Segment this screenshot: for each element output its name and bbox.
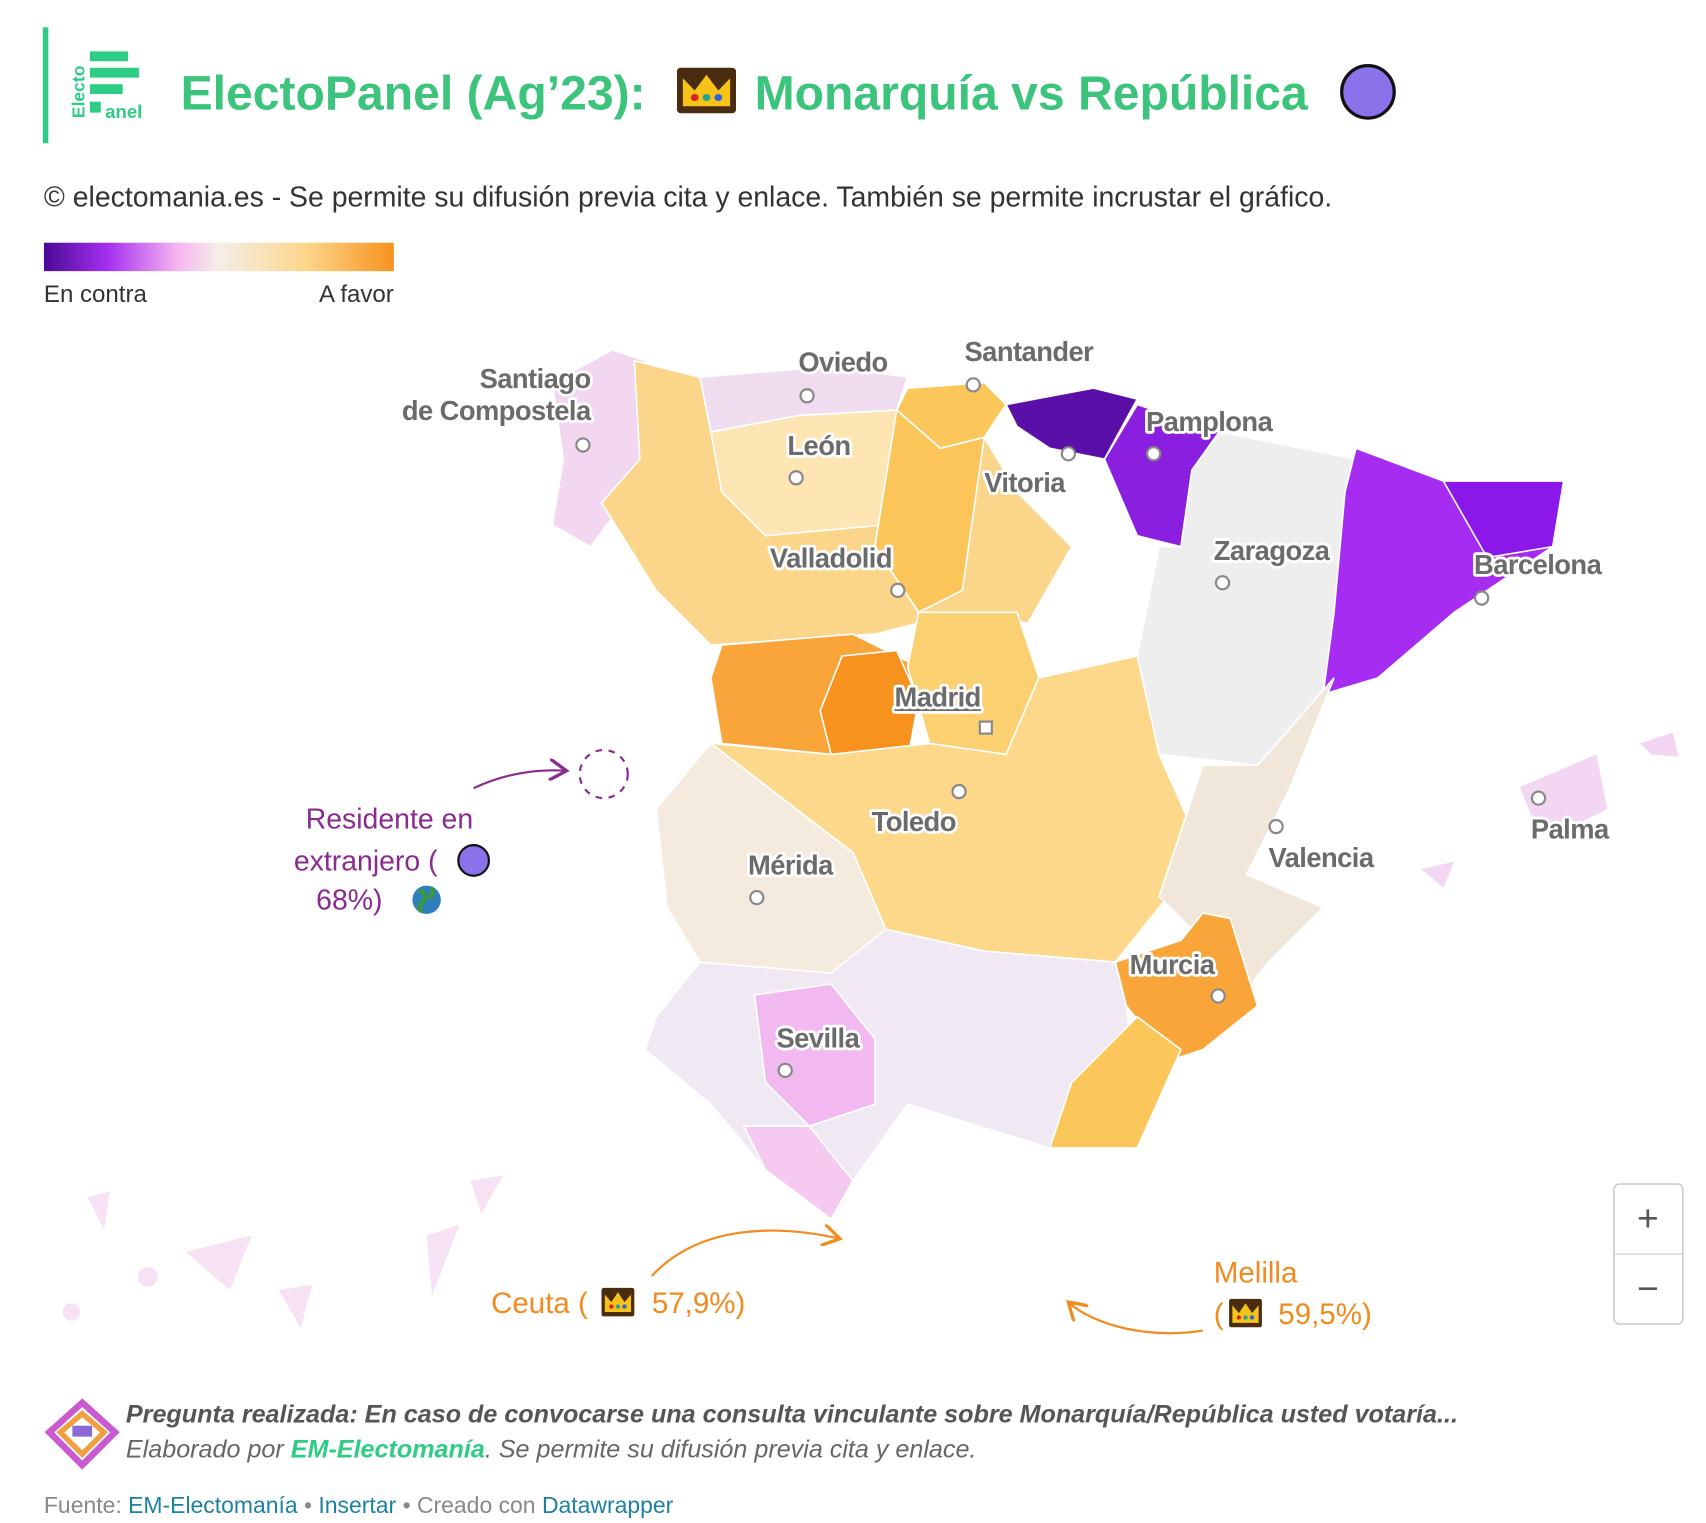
purple-circle-icon	[1340, 63, 1396, 120]
city-label: Valladolid	[770, 542, 892, 573]
logo-text: Electo	[68, 66, 88, 118]
source-link[interactable]: EM-Electomanía	[128, 1492, 298, 1518]
annotation: (	[1214, 1298, 1224, 1331]
credit-text: . Se permite su difusión previa cita y e…	[485, 1435, 977, 1463]
annotation-arrow	[1068, 1302, 1204, 1335]
crown-icon	[1229, 1298, 1262, 1328]
zoom-in[interactable]: +	[1637, 1197, 1659, 1239]
credit-link[interactable]: EM-Electomanía	[291, 1435, 485, 1463]
city-label: Santiago	[480, 363, 591, 394]
footer-credit: Elaborado por EM-Electomanía. Se permite…	[126, 1435, 977, 1463]
legend-label: A favor	[319, 281, 394, 308]
city-label: Mérida	[748, 850, 834, 881]
created-text: • Creado con	[403, 1492, 536, 1518]
footer-logo	[44, 1398, 120, 1470]
logo-text: anel	[105, 101, 142, 122]
annotation: Ceuta (	[491, 1287, 588, 1320]
city-label: Sevilla	[776, 1022, 860, 1053]
city-label: Palma	[1531, 814, 1610, 845]
map	[62, 348, 1679, 1329]
footer-source: Fuente: EM-Electomanía • Insertar • Crea…	[44, 1492, 674, 1518]
city-dots	[575, 377, 1547, 1079]
annotation: extranjero (	[294, 845, 438, 877]
city-label: León	[787, 430, 850, 461]
zoom-control: + −	[1613, 1183, 1684, 1325]
city-label: de Compostela	[402, 395, 592, 426]
city-label: Santander	[965, 336, 1095, 367]
abroad-marker	[578, 748, 629, 800]
color-legend	[43, 242, 394, 272]
title: ElectoPanel (Ag’23):	[181, 66, 646, 120]
region	[644, 928, 1139, 1221]
city-label: Valencia	[1268, 842, 1374, 873]
region	[1441, 480, 1565, 559]
logo: Electo anel	[68, 51, 142, 122]
embed-link[interactable]: Insertar	[318, 1492, 396, 1518]
separator: •	[304, 1492, 312, 1518]
subtitle: © electomania.es - Se permite su difusió…	[44, 182, 1332, 214]
region	[1640, 732, 1679, 757]
zoom-out[interactable]: −	[1637, 1267, 1659, 1309]
globe-icon	[417, 886, 435, 913]
city-label: Zaragoza	[1214, 535, 1331, 566]
annotation: 59,5%)	[1278, 1298, 1371, 1331]
annotation-arrow	[651, 1231, 840, 1277]
credit-text: Elaborado por	[126, 1435, 285, 1463]
tool-link[interactable]: Datawrapper	[542, 1492, 674, 1518]
city-label: Barcelona	[1474, 549, 1603, 580]
annotation: 57,9%)	[652, 1287, 745, 1320]
region	[1048, 1015, 1183, 1149]
footer-question: Pregunta realizada: En caso de convocars…	[126, 1400, 1458, 1428]
canary-islands	[62, 1175, 504, 1329]
crown-icon	[601, 1287, 635, 1317]
purple-circle-icon	[457, 844, 491, 877]
annotation: 68%)	[316, 885, 382, 917]
city-label: Vitoria	[984, 467, 1066, 498]
annotation: Residente en	[306, 804, 473, 836]
accent-bar	[42, 27, 49, 144]
region	[742, 1125, 854, 1221]
city-label: Toledo	[872, 806, 956, 837]
crown-icon	[676, 67, 737, 114]
source-label: Fuente:	[44, 1492, 122, 1518]
city-label[interactable]: Madrid	[892, 679, 984, 715]
annotation: Melilla	[1214, 1256, 1298, 1289]
annotation-arrow	[473, 770, 567, 790]
region	[753, 983, 876, 1128]
city-label: Pamplona	[1146, 406, 1274, 437]
region	[1421, 861, 1455, 888]
region	[1519, 754, 1608, 831]
city-label: Oviedo	[798, 347, 887, 378]
legend-label: En contra	[44, 281, 148, 308]
title: Monarquía vs República	[755, 66, 1309, 120]
city-label: Murcia	[1130, 949, 1216, 980]
